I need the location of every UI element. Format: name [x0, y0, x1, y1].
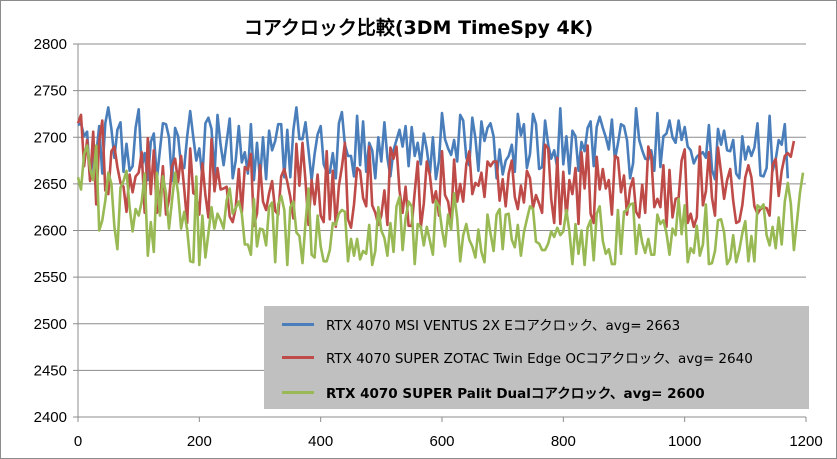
legend-swatch [282, 355, 314, 359]
x-tick-label: 1200 [789, 433, 822, 450]
legend-swatch [282, 390, 314, 394]
series-line-palit [76, 144, 805, 267]
x-tick-label: 0 [74, 433, 82, 450]
y-tick-label: 2700 [34, 129, 67, 146]
legend-label: RTX 4070 MSI VENTUS 2X Eコアクロック、avg= 2663 [326, 318, 681, 334]
x-tick-label: 200 [187, 433, 212, 450]
y-tick-label: 2550 [34, 269, 67, 286]
legend-label: RTX 4070 SUPER Palit Dualコアクロック、avg= 260… [326, 386, 705, 402]
x-tick-label: 400 [308, 433, 333, 450]
x-tick-label: 1000 [668, 433, 701, 450]
y-tick-label: 2650 [34, 176, 67, 193]
legend-item-palit: RTX 4070 SUPER Palit Dualコアクロック、avg= 260… [282, 382, 705, 402]
legend-swatch [282, 322, 314, 326]
y-tick-label: 2450 [34, 362, 67, 379]
legend-item-msi: RTX 4070 MSI VENTUS 2X Eコアクロック、avg= 2663 [282, 314, 680, 334]
y-tick-label: 2500 [34, 316, 67, 333]
y-tick-label: 2800 [34, 36, 67, 53]
y-tick-label: 2750 [34, 83, 67, 100]
legend-item-zotac: RTX 4070 SUPER ZOTAC Twin Edge OCコアクロック、… [282, 347, 753, 367]
chart-title: コアクロック比較(3DM TimeSpy 4K) [243, 17, 594, 39]
x-tick-label: 800 [551, 433, 576, 450]
legend-label: RTX 4070 SUPER ZOTAC Twin Edge OCコアクロック、… [326, 351, 753, 367]
series-line-msi [77, 106, 790, 183]
x-tick-label: 600 [429, 433, 454, 450]
y-tick-label: 2400 [34, 409, 67, 426]
legend: RTX 4070 MSI VENTUS 2X Eコアクロック、avg= 2663… [264, 306, 809, 409]
y-tick-label: 2600 [34, 223, 67, 240]
